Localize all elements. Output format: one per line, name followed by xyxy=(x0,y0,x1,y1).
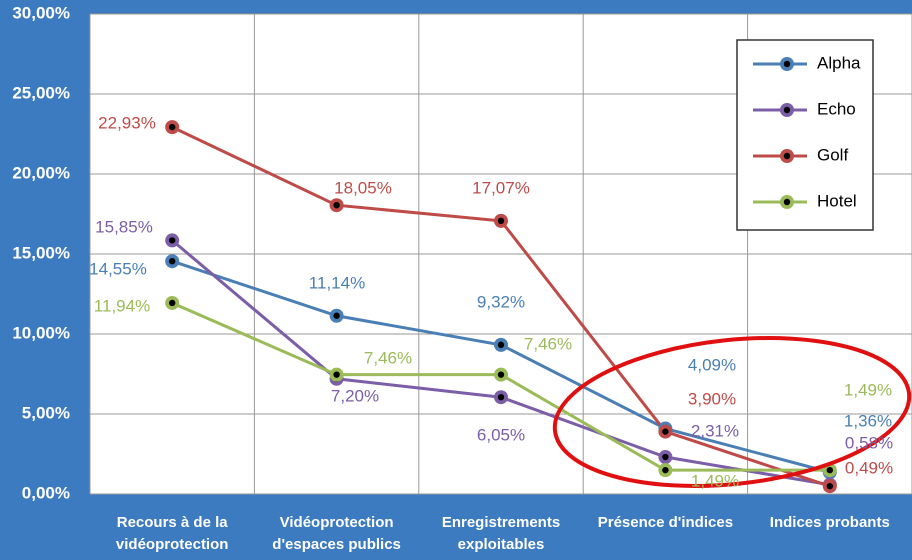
data-label: 6,05% xyxy=(477,425,525,444)
x-tick-label: Présence d'indices xyxy=(597,514,734,531)
data-label: 0,58% xyxy=(845,433,893,452)
data-label: 2,31% xyxy=(691,421,739,440)
data-label: 22,93% xyxy=(98,113,156,132)
legend-marker-center xyxy=(783,106,791,114)
marker-center xyxy=(662,453,669,461)
data-label: 7,20% xyxy=(331,386,379,405)
marker-center xyxy=(826,466,833,474)
data-label: 15,85% xyxy=(95,217,153,236)
marker-center xyxy=(497,341,505,349)
marker-center xyxy=(333,202,340,209)
data-label: 7,46% xyxy=(364,348,412,367)
marker-center xyxy=(662,466,669,474)
data-label: 9,32% xyxy=(477,292,525,311)
y-tick-label: 0,00% xyxy=(22,483,70,502)
y-tick-label: 5,00% xyxy=(22,403,70,422)
y-tick-label: 15,00% xyxy=(12,243,70,262)
data-label: 3,90% xyxy=(688,389,736,408)
legend-label: Echo xyxy=(817,99,856,118)
legend-box xyxy=(736,39,874,231)
marker-center xyxy=(333,312,340,319)
y-tick-label: 20,00% xyxy=(12,163,70,182)
marker-center xyxy=(169,258,176,265)
x-tick-label: Recours à de la vidéoprotection xyxy=(115,514,229,553)
legend-label: Alpha xyxy=(817,53,861,72)
data-label: 11,94% xyxy=(94,296,150,315)
data-label: 14,55% xyxy=(89,259,147,278)
y-tick-label: 30,00% xyxy=(12,3,70,22)
marker-center xyxy=(497,217,505,225)
legend-label: Golf xyxy=(817,145,848,164)
marker-center xyxy=(169,299,176,307)
x-tick-label: Indices probants xyxy=(769,514,890,531)
marker-center xyxy=(662,428,669,435)
legend-marker-center xyxy=(783,152,791,160)
data-label: 1,49% xyxy=(691,471,739,490)
marker-center xyxy=(169,123,176,131)
data-label: 17,07% xyxy=(472,178,530,197)
data-label: 18,05% xyxy=(334,178,392,197)
y-tick-label: 10,00% xyxy=(12,323,70,342)
legend-marker-center xyxy=(783,60,791,68)
marker-center xyxy=(169,237,176,244)
y-tick-label: 25,00% xyxy=(12,83,70,102)
data-label: 11,14% xyxy=(309,273,365,292)
marker-center xyxy=(333,371,340,378)
marker-center xyxy=(497,371,505,378)
legend-label: Hotel xyxy=(817,191,857,210)
x-tick-label: Enregistrements exploitables xyxy=(441,514,561,553)
highlight-ellipse xyxy=(552,336,912,488)
marker-center xyxy=(826,482,833,490)
x-tick-label: Vidéoprotection d'espaces publics xyxy=(272,514,401,553)
marker-center xyxy=(497,394,505,401)
data-label: 4,09% xyxy=(688,355,736,374)
data-label: 1,49% xyxy=(844,380,892,399)
data-label: 0,49% xyxy=(845,458,893,477)
data-label: 7,46% xyxy=(524,334,572,353)
data-label: 1,36% xyxy=(844,411,892,430)
legend-marker-center xyxy=(783,198,791,206)
